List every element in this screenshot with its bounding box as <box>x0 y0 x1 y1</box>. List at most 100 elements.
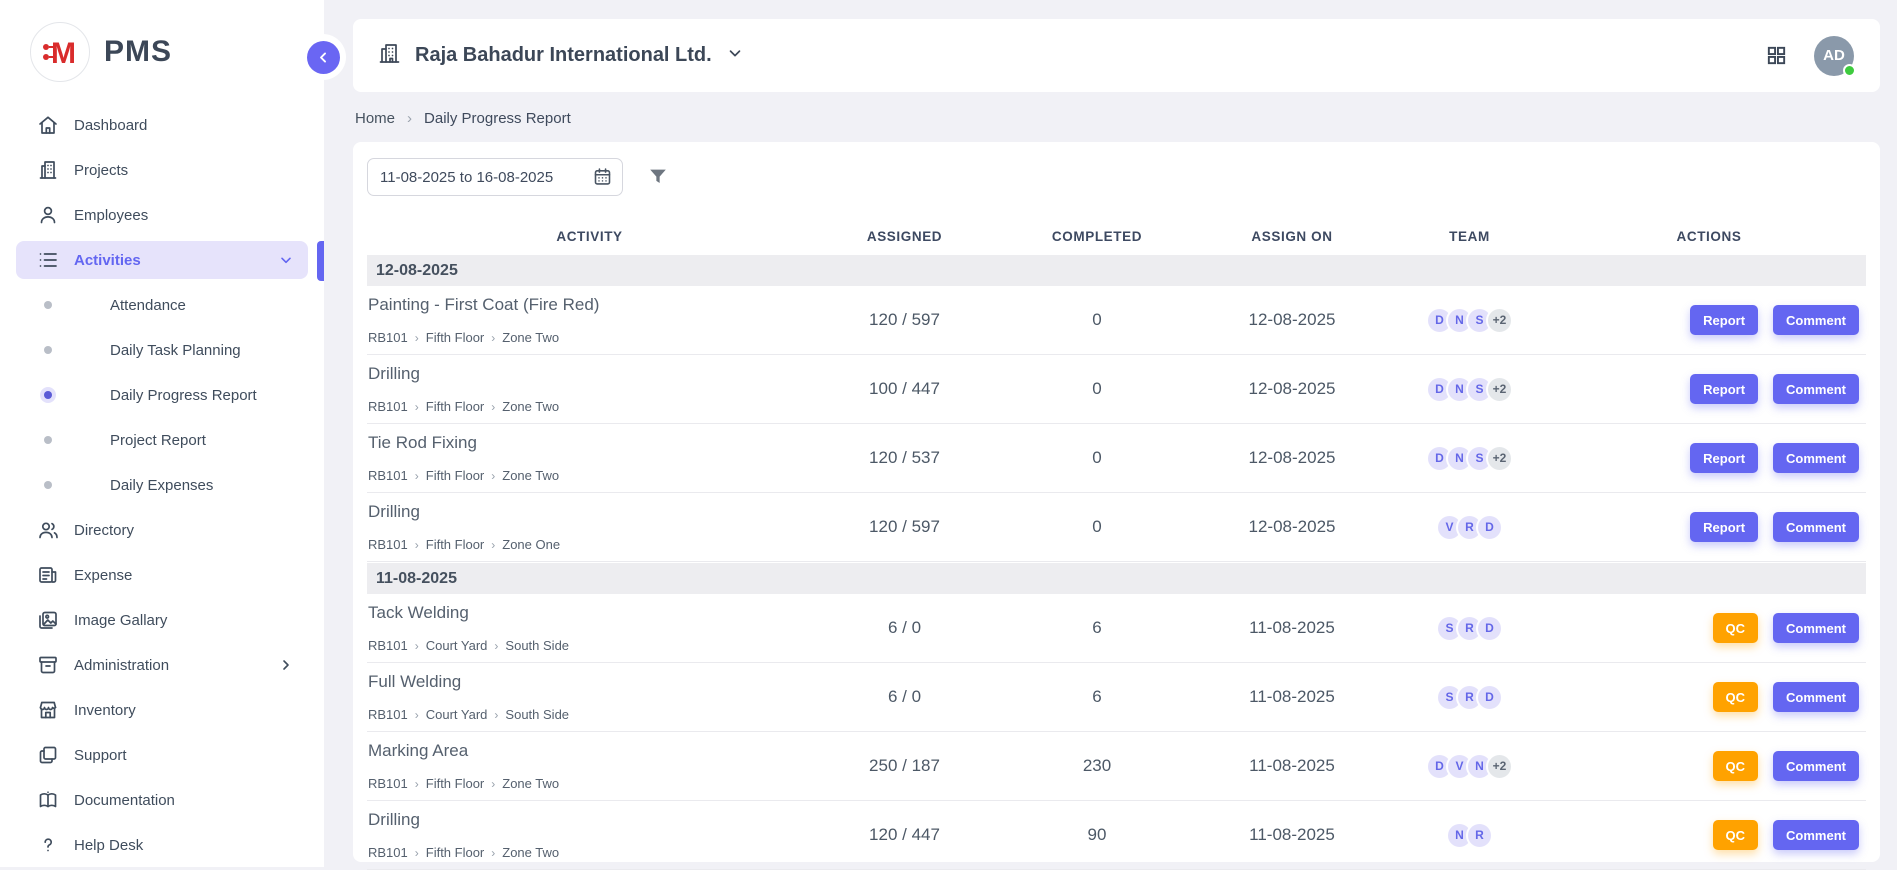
sidebar-item-label: Activities <box>74 252 141 269</box>
sidebar-subitem-label: Daily Expenses <box>110 477 213 494</box>
home-icon <box>36 113 60 137</box>
report-button[interactable]: Report <box>1690 443 1758 473</box>
comment-button[interactable]: Comment <box>1773 374 1859 404</box>
team-avatars: VRD <box>1387 514 1552 541</box>
sidebar-item-image-gallary[interactable]: Image Gallary <box>16 601 308 639</box>
receipt-icon <box>36 563 60 587</box>
comment-button[interactable]: Comment <box>1773 751 1859 781</box>
chevron-down-icon <box>726 44 744 67</box>
comment-button[interactable]: Comment <box>1773 613 1859 643</box>
user-avatar[interactable]: AD <box>1814 36 1854 76</box>
report-button[interactable]: Report <box>1690 374 1758 404</box>
sidebar-item-label: Support <box>74 747 127 764</box>
path-chevron-icon: › <box>491 538 495 552</box>
path-segment: South Side <box>505 638 569 653</box>
qc-button[interactable]: QC <box>1713 820 1759 850</box>
assigned-value: 120 / 597 <box>812 310 997 330</box>
layers-icon <box>36 743 60 767</box>
sidebar-item-inventory[interactable]: Inventory <box>16 691 308 729</box>
qc-button[interactable]: QC <box>1713 682 1759 712</box>
comment-button[interactable]: Comment <box>1773 682 1859 712</box>
path-segment: Zone Two <box>502 468 559 483</box>
sidebar-item-label: Administration <box>74 657 169 674</box>
comment-button[interactable]: Comment <box>1773 512 1859 542</box>
path-chevron-icon: › <box>415 400 419 414</box>
activity-title: Marking Area <box>368 741 806 761</box>
team-avatars: DNS+2 <box>1387 376 1552 403</box>
assign-on-date: 12-08-2025 <box>1197 379 1387 399</box>
qc-button[interactable]: QC <box>1713 751 1759 781</box>
assigned-value: 6 / 0 <box>812 687 997 707</box>
filter-funnel-icon[interactable] <box>647 166 669 188</box>
activity-title: Tack Welding <box>368 603 806 623</box>
bullet-dot-icon <box>44 346 52 354</box>
completed-value: 6 <box>997 687 1197 707</box>
apps-grid-icon[interactable] <box>1765 44 1788 67</box>
date-group-header: 11-08-2025 <box>367 563 1866 594</box>
breadcrumb-current: Daily Progress Report <box>424 110 571 127</box>
report-button[interactable]: Report <box>1690 512 1758 542</box>
report-button[interactable]: Report <box>1690 305 1758 335</box>
sidebar-subitem-daily-progress-report[interactable]: Daily Progress Report <box>16 376 308 414</box>
comment-button[interactable]: Comment <box>1773 305 1859 335</box>
completed-value: 0 <box>997 379 1197 399</box>
sidebar-item-support[interactable]: Support <box>16 736 308 774</box>
column-header-completed: COMPLETED <box>997 229 1197 244</box>
building-icon <box>377 41 401 70</box>
activity-row: DrillingRB101›Fifth Floor›Zone Two120 / … <box>367 801 1866 870</box>
company-selector[interactable]: Raja Bahadur International Ltd. <box>377 41 744 70</box>
qc-button[interactable]: QC <box>1713 613 1759 643</box>
path-segment: Fifth Floor <box>426 776 485 791</box>
path-chevron-icon: › <box>415 708 419 722</box>
column-header-assigned: ASSIGNED <box>812 229 997 244</box>
row-actions: Report Comment <box>1552 305 1866 335</box>
sidebar-subitem-attendance[interactable]: Attendance <box>16 286 308 324</box>
sidebar-item-documentation[interactable]: Documentation <box>16 781 308 819</box>
sidebar-subitem-project-report[interactable]: Project Report <box>16 421 308 459</box>
sidebar-item-dashboard[interactable]: Dashboard <box>16 106 308 144</box>
path-segment: South Side <box>505 707 569 722</box>
online-status-dot <box>1843 64 1856 77</box>
team-more-badge: +2 <box>1486 753 1513 780</box>
path-segment: Zone Two <box>502 845 559 860</box>
sidebar-item-employees[interactable]: Employees <box>16 196 308 234</box>
sidebar-item-directory[interactable]: Directory <box>16 511 308 549</box>
sidebar-subitem-daily-expenses[interactable]: Daily Expenses <box>16 466 308 504</box>
path-segment: Zone Two <box>502 330 559 345</box>
progress-table: ACTIVITY ASSIGNED COMPLETED ASSIGN ON TE… <box>367 218 1866 870</box>
sidebar-item-label: Directory <box>74 522 134 539</box>
sidebar-item-help-desk[interactable]: Help Desk <box>16 826 308 864</box>
app-logo: M PMS <box>0 0 324 96</box>
row-actions: QC Comment <box>1552 613 1866 643</box>
top-header: Raja Bahadur International Ltd. AD <box>353 19 1880 92</box>
assigned-value: 250 / 187 <box>812 756 997 776</box>
activity-row: Tack WeldingRB101›Court Yard›South Side6… <box>367 594 1866 663</box>
path-chevron-icon: › <box>415 469 419 483</box>
date-range-input[interactable] <box>367 158 623 196</box>
sidebar-item-label: Documentation <box>74 792 175 809</box>
path-chevron-icon: › <box>491 469 495 483</box>
sidebar-item-label: Employees <box>74 207 148 224</box>
sidebar-item-expense[interactable]: Expense <box>16 556 308 594</box>
activity-row: Marking AreaRB101›Fifth Floor›Zone Two25… <box>367 732 1866 801</box>
person-icon <box>36 203 60 227</box>
assigned-value: 120 / 537 <box>812 448 997 468</box>
sidebar-collapse-button[interactable] <box>307 41 340 74</box>
team-avatar: D <box>1476 514 1503 541</box>
table-body: 12-08-2025Painting - First Coat (Fire Re… <box>367 255 1866 870</box>
sidebar-item-activities[interactable]: Activities <box>16 241 308 279</box>
logo-mark-icon: M <box>30 22 90 82</box>
activity-row: Tie Rod FixingRB101›Fifth Floor›Zone Two… <box>367 424 1866 493</box>
assign-on-date: 12-08-2025 <box>1197 310 1387 330</box>
sidebar-item-projects[interactable]: Projects <box>16 151 308 189</box>
sidebar-item-label: Dashboard <box>74 117 147 134</box>
breadcrumb-home[interactable]: Home <box>355 110 395 127</box>
comment-button[interactable]: Comment <box>1773 820 1859 850</box>
sidebar-collapse-halo <box>300 34 346 80</box>
store-icon <box>36 698 60 722</box>
comment-button[interactable]: Comment <box>1773 443 1859 473</box>
assigned-value: 100 / 447 <box>812 379 997 399</box>
column-header-assign-on: ASSIGN ON <box>1197 229 1387 244</box>
sidebar-item-administration[interactable]: Administration <box>16 646 308 684</box>
sidebar-subitem-daily-task-planning[interactable]: Daily Task Planning <box>16 331 308 369</box>
